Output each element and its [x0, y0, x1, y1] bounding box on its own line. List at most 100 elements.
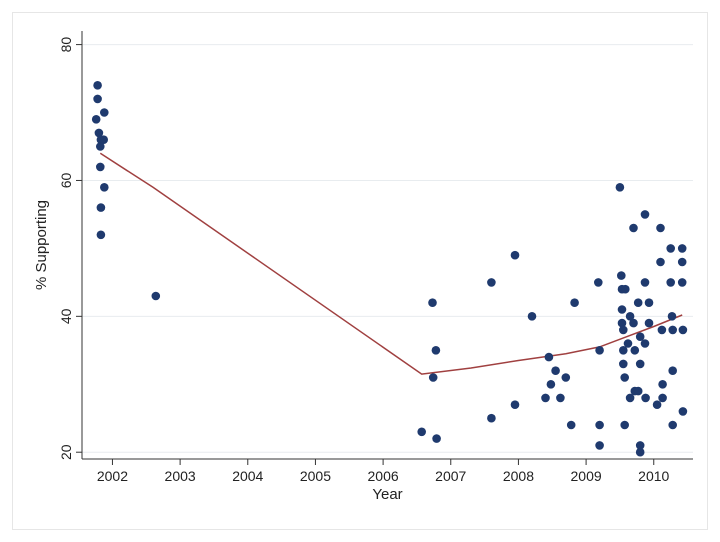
data-point [633, 386, 643, 396]
x-tick-label: 2010 [638, 468, 669, 484]
data-point [668, 366, 677, 376]
data-point [96, 203, 106, 212]
data-point [619, 346, 628, 355]
x-tick-label: 2004 [232, 468, 263, 484]
data-point [677, 278, 687, 287]
data-point [544, 352, 554, 362]
x-tick-label: 2009 [571, 468, 602, 484]
data-point [625, 312, 635, 321]
data-point [625, 393, 635, 403]
data-point [551, 366, 560, 376]
data-point [417, 427, 427, 437]
y-tick-label: 40 [58, 308, 74, 324]
data-point [527, 312, 537, 321]
data-point [633, 298, 643, 308]
y-tick-label: 60 [58, 172, 74, 188]
data-point [151, 291, 161, 301]
data-point [678, 325, 688, 335]
data-point [94, 128, 104, 138]
data-point [615, 183, 625, 192]
data-point [620, 420, 629, 430]
data-point [629, 223, 638, 233]
data-point [620, 373, 629, 382]
data-point [100, 108, 109, 117]
data-point [677, 257, 687, 267]
data-point [635, 441, 645, 450]
data-point [668, 325, 677, 335]
data-point [96, 230, 106, 240]
data-point [666, 278, 675, 287]
data-point [556, 393, 565, 403]
data-point [428, 373, 438, 382]
x-axis-title: Year [372, 486, 402, 503]
data-point [428, 298, 437, 308]
data-point [667, 312, 677, 321]
data-point [635, 332, 645, 342]
data-point [640, 210, 650, 219]
data-point [594, 278, 603, 287]
data-point [677, 244, 687, 253]
data-point [656, 223, 665, 233]
data-point [595, 420, 604, 430]
data-point [96, 162, 105, 172]
data-point [635, 359, 645, 369]
data-point [644, 298, 654, 308]
fit-line [99, 152, 683, 375]
data-point [658, 393, 667, 403]
chart-frame [12, 12, 708, 530]
x-tick-label: 2007 [435, 468, 466, 484]
data-point [617, 318, 627, 328]
data-point [640, 339, 650, 348]
data-point [432, 434, 441, 443]
data-point [640, 278, 650, 287]
data-point [623, 339, 633, 348]
data-point [617, 271, 626, 280]
data-point [666, 244, 675, 253]
data-point [629, 318, 638, 328]
x-tick-label: 2003 [165, 468, 196, 484]
data-point [487, 278, 496, 287]
grid-lines [82, 44, 693, 453]
data-point [546, 380, 556, 389]
data-point [617, 305, 627, 314]
data-point [619, 325, 628, 335]
data-point [487, 413, 496, 423]
x-tick-label: 2006 [368, 468, 399, 484]
data-point [595, 346, 604, 355]
y-tick-label: 80 [58, 37, 74, 53]
data-point [656, 257, 665, 267]
data-point [431, 346, 441, 355]
data-point [570, 298, 579, 308]
data-point [657, 325, 667, 335]
data-point [510, 400, 520, 410]
data-point [93, 94, 102, 104]
data-point [561, 373, 571, 382]
fit-line-layer [99, 152, 683, 375]
data-point [100, 183, 109, 192]
data-point [652, 400, 662, 410]
x-tick-label: 2005 [300, 468, 331, 484]
data-point [541, 393, 550, 403]
data-point [510, 250, 520, 260]
data-point [668, 420, 677, 430]
data-point [99, 135, 108, 144]
data-point [621, 284, 630, 294]
data-point [566, 420, 576, 430]
data-point [678, 407, 688, 416]
y-axis-title: % Supporting [33, 200, 50, 290]
x-tick-label: 2008 [503, 468, 534, 484]
data-point [644, 318, 654, 328]
data-point [619, 359, 628, 369]
data-point [96, 142, 105, 151]
data-point [635, 447, 645, 457]
data-point [93, 81, 102, 90]
data-point [658, 380, 667, 389]
data-point [630, 346, 640, 355]
y-tick-label: 20 [58, 444, 74, 460]
data-point [595, 441, 604, 450]
data-point [91, 115, 101, 124]
axes: 20 40 60 80 2002 2003 2004 2005 2006 2007 2008 2009… [58, 31, 693, 484]
data-point [641, 393, 650, 403]
data-points [91, 81, 688, 457]
